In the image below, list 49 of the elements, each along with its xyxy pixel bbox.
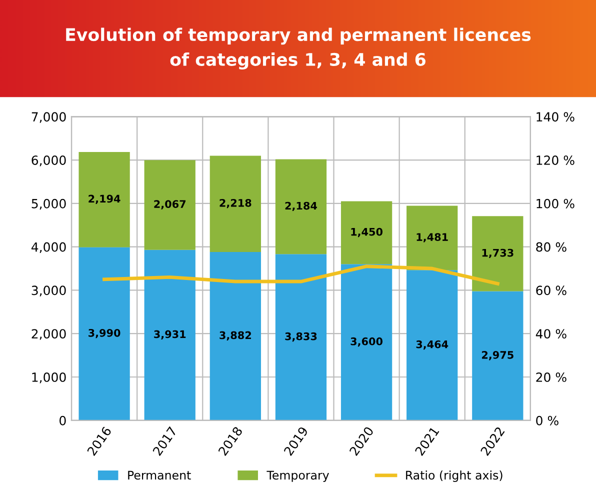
bar — [144, 250, 196, 420]
bar — [340, 264, 392, 420]
data-label: 2,184 — [285, 202, 317, 212]
bar — [275, 159, 327, 254]
y2-tick-label: 80 % — [536, 242, 566, 252]
data-label: 3,464 — [416, 340, 448, 350]
bar — [78, 152, 130, 248]
bar — [144, 160, 196, 250]
data-label: 2,067 — [154, 200, 186, 210]
y-tick-label: 7,000 — [32, 112, 66, 123]
data-label: 3,600 — [350, 337, 383, 347]
y2-tick-label: 40 % — [536, 329, 566, 339]
bar — [275, 254, 327, 420]
legend-label: Temporary — [266, 470, 329, 482]
y2-tick-label: 140 % — [536, 112, 574, 122]
data-label: 2,975 — [482, 350, 514, 360]
y-tick-label: 5,000 — [32, 198, 66, 210]
y2-tick-label: 60 % — [536, 286, 566, 296]
chart-title: Evolution of temporary and permanent licences of categories 1, 3, 4 and 6 — [66, 28, 531, 70]
y-tick-label: 4,000 — [31, 242, 66, 254]
data-label: 2,218 — [220, 198, 252, 208]
legend-label: Permanent — [128, 470, 191, 480]
y-tick-label: 2,000 — [32, 329, 66, 340]
y-tick-label: 6,000 — [32, 156, 66, 166]
bar — [472, 291, 524, 420]
y2-tick-label: 100 % — [536, 198, 574, 208]
y-tick-label: 1,000 — [32, 372, 66, 384]
data-label: 1,481 — [416, 233, 448, 242]
data-label: 1,733 — [482, 248, 514, 258]
data-label: 1,450 — [351, 228, 383, 238]
y2-tick-label: 20 % — [536, 372, 566, 382]
data-label: 3,882 — [220, 331, 251, 341]
data-label: 3,931 — [154, 330, 186, 340]
y-tick-label: 0 — [60, 416, 66, 426]
data-label: 3,833 — [285, 332, 317, 342]
bar — [78, 247, 130, 420]
bar — [340, 201, 392, 264]
y-tick-label: 3,000 — [32, 286, 66, 296]
bar — [406, 270, 458, 420]
y2-tick-label: 120 % — [536, 156, 574, 165]
bar — [406, 206, 458, 270]
bar — [210, 252, 261, 420]
legend-label: Ratio (right axis) — [406, 470, 502, 482]
data-label: 2,194 — [88, 194, 120, 204]
bar — [472, 216, 524, 292]
line-series — [102, 264, 500, 286]
bar — [210, 156, 261, 252]
data-label: 3,990 — [88, 328, 120, 338]
y2-tick-label: 0 % — [536, 416, 558, 426]
